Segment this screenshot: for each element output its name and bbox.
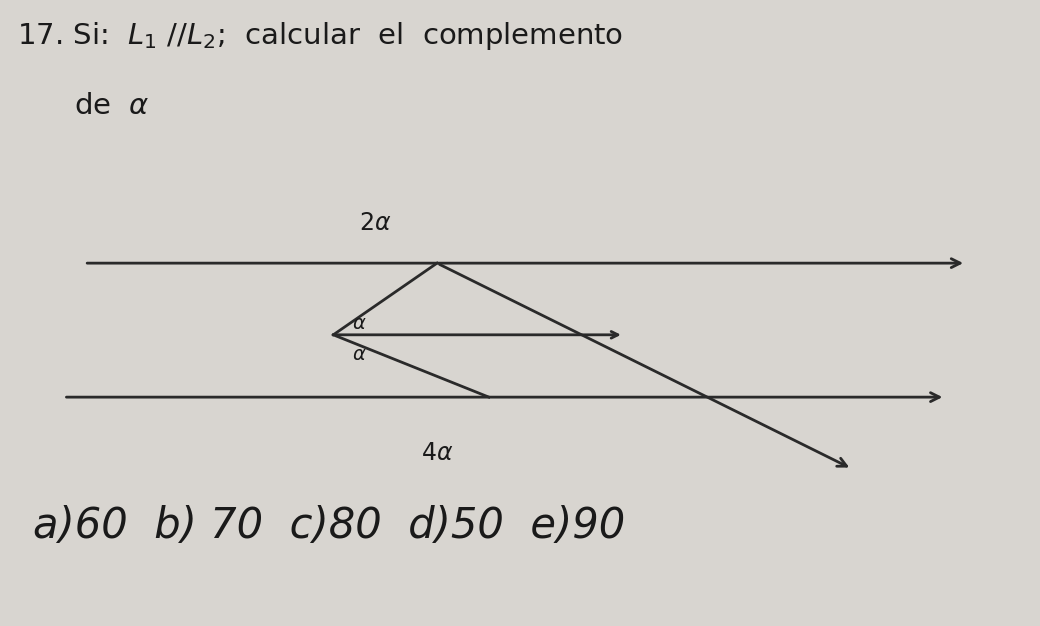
Text: $\alpha$: $\alpha$ <box>352 314 366 333</box>
Text: 17. Si:  $L_1$ //$L_2$;  calcular  el  complemento: 17. Si: $L_1$ //$L_2$; calcular el compl… <box>17 20 623 52</box>
Text: a)60  b) 70  c)80  d)50  e)90: a)60 b) 70 c)80 d)50 e)90 <box>32 505 625 546</box>
Text: de  $\alpha$: de $\alpha$ <box>74 92 150 120</box>
Text: $4\alpha$: $4\alpha$ <box>421 441 453 465</box>
Text: $\alpha$: $\alpha$ <box>352 346 366 364</box>
Text: $2\alpha$: $2\alpha$ <box>359 210 391 235</box>
